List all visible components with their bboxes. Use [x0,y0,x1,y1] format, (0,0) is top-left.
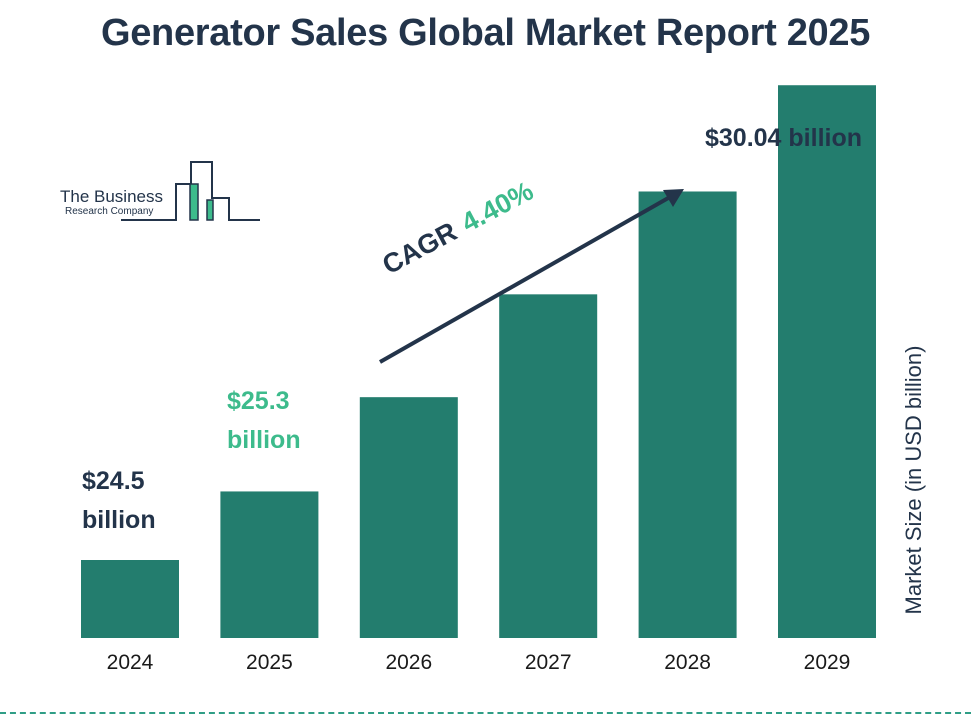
bar-label-2024: $24.5 billion [82,467,156,534]
x-tick-label-2029: 2029 [804,651,851,674]
cagr-arrow-line [379,195,671,364]
bar-2026 [359,397,458,638]
x-tick-label-2025: 2025 [246,651,293,674]
bar-2029 [778,85,876,639]
logo-buildings-icon [121,161,260,221]
x-tick-label-2028: 2028 [664,651,711,674]
bar-2028 [638,191,737,639]
x-tick-label-2026: 2026 [385,651,432,674]
page-title: Generator Sales Global Market Report 202… [100,12,871,54]
cagr-arrow-head-icon [663,189,684,207]
y-axis-label: Market Size (in USD billion) [901,345,926,615]
company-logo: The Business Research Company [58,160,268,226]
logo-subtitle: Research Company [65,206,154,217]
bar-2024 [81,560,179,638]
bottom-divider [0,712,971,714]
bar-2025 [220,491,319,638]
bar-2027 [499,294,598,638]
x-tick-label-2027: 2027 [525,651,572,674]
bar-label-2029: $30.04 billion [705,124,863,152]
bar-label-2025: $25.3 billion [227,387,301,454]
x-tick-label-2024: 2024 [107,651,154,674]
logo-name: The Business [60,187,163,206]
